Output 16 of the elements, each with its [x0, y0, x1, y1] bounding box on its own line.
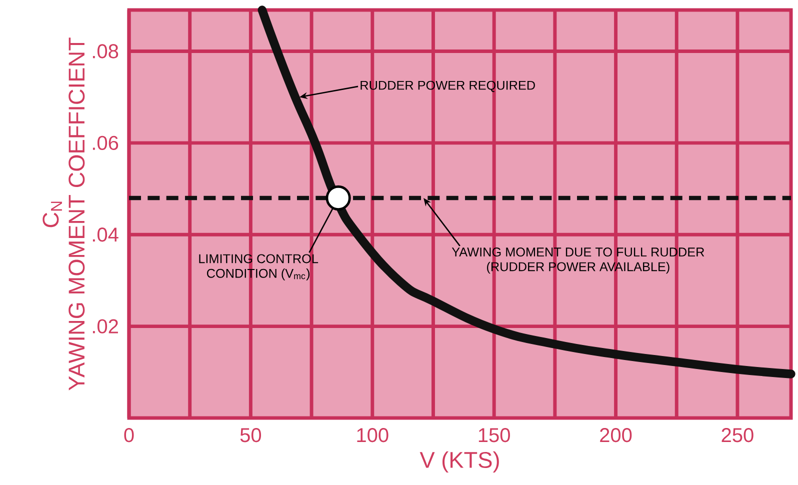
annotation: RUDDER POWER REQUIRED — [360, 80, 535, 92]
y-tick-label: .04 — [92, 228, 118, 242]
x-tick-label: 100 — [357, 428, 388, 442]
x-axis-title: V (KTS) — [420, 451, 499, 472]
x-tick-label: 200 — [600, 428, 632, 442]
y-axis-title: YAWING MOMENT COEFFICIENT — [68, 38, 85, 390]
x-tick-label: 0 — [124, 428, 134, 442]
y-tick-label: .06 — [92, 136, 118, 150]
annotation: LIMITING CONTROL CONDITION (V$_{mc}$) — [199, 254, 318, 280]
text: C$_{N}$ — [42, 202, 62, 228]
y-tick-label: .08 — [92, 44, 118, 58]
y-tick-label: .02 — [92, 319, 118, 334]
x-tick-label: 250 — [722, 428, 754, 442]
x-tick-label: 50 — [240, 428, 262, 442]
annotation: YAWING MOMENT DUE TO FULL RUDDER (RUDDER POWER AVAILABLE) — [452, 248, 704, 274]
x-tick-label: 150 — [478, 428, 510, 442]
